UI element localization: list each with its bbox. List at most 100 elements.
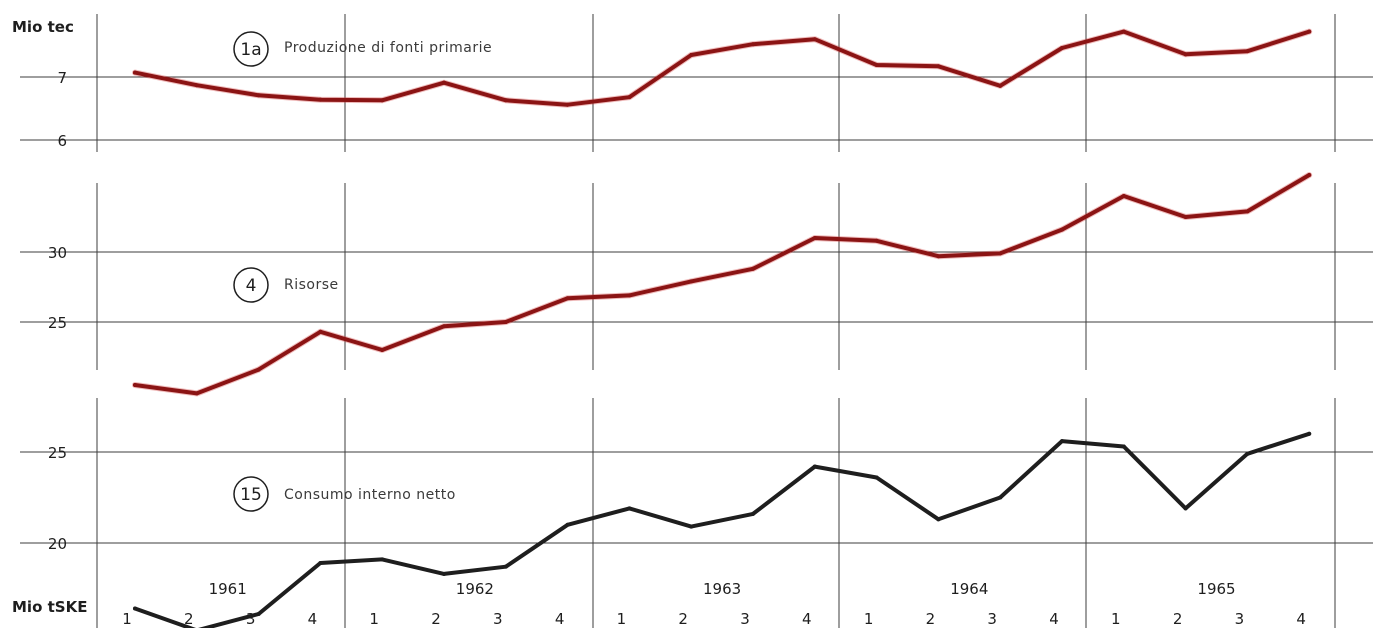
panel-2-point-15 — [1060, 439, 1064, 444]
panel-0-point-15 — [1060, 46, 1064, 51]
year-label-1963: 1963 — [703, 580, 741, 598]
panel-0-point-14 — [998, 83, 1003, 88]
panel-0-point-5 — [442, 80, 446, 85]
quarter-label-19: 4 — [1296, 610, 1306, 628]
panel-0-series-line — [133, 29, 1312, 107]
quarter-label-10: 3 — [740, 610, 750, 628]
panel-2-point-2 — [256, 611, 261, 616]
quarter-label-3: 4 — [308, 610, 318, 628]
panel-2-point-9 — [689, 524, 694, 529]
panel-1-point-15 — [1060, 227, 1064, 232]
panel-1-point-0 — [133, 383, 137, 387]
panel-0-point-18 — [1245, 49, 1250, 54]
panel-0-point-16 — [1121, 29, 1126, 34]
panel-15-label: 15 Consumo interno netto — [233, 476, 455, 512]
panel-2-point-11 — [812, 464, 817, 469]
panel-2-point-12 — [874, 475, 879, 480]
panel-1-point-6 — [503, 320, 508, 324]
quarter-label-2: 3 — [246, 610, 256, 628]
panel-0-point-6 — [503, 98, 508, 103]
panel-0-point-13 — [936, 64, 941, 69]
quarter-label-8: 1 — [617, 610, 627, 628]
panel-2-ytick-1: 20 — [48, 535, 67, 553]
panel-2-point-18 — [1245, 451, 1250, 456]
year-label-1965: 1965 — [1197, 580, 1235, 598]
year-label-1962: 1962 — [456, 580, 494, 598]
panel-0-point-9 — [689, 52, 694, 57]
panel-2-series-line — [133, 431, 1312, 628]
panel-1-point-16 — [1121, 194, 1126, 198]
panel-0-point-7 — [565, 102, 570, 107]
quarter-label-15: 4 — [1049, 610, 1059, 628]
panel-4-badge — [233, 267, 269, 303]
panel-1-point-11 — [812, 236, 817, 240]
panel-1a-badge-text: 1a — [240, 40, 261, 60]
panel-1-point-19 — [1307, 173, 1312, 177]
panel-1-point-4 — [380, 348, 385, 352]
panel-1-series-line — [133, 173, 1312, 396]
panel-1-point-18 — [1245, 209, 1250, 214]
panel-0-point-17 — [1183, 52, 1188, 57]
panel-1-point-9 — [689, 279, 694, 284]
panel-2-point-3 — [318, 561, 323, 566]
quarter-labels: 1 2 3 4 1 2 3 4 1 2 3 4 1 2 3 4 1 2 3 4 — [122, 610, 1306, 628]
panel-2-point-16 — [1121, 444, 1126, 449]
panel-2-point-14 — [998, 495, 1003, 500]
panel-1a-badge — [233, 31, 269, 67]
panel-1-point-12 — [874, 238, 879, 243]
panel-1-point-5 — [442, 324, 446, 329]
panel-1-point-13 — [936, 254, 941, 259]
panel-1a-label: 1a Produzione di fonti primarie — [233, 31, 492, 67]
quarter-label-12: 1 — [864, 610, 874, 628]
panel-4-title: Risorse — [284, 277, 339, 293]
panel-0-point-4 — [380, 98, 385, 103]
panel-2-point-5 — [442, 571, 446, 576]
year-label-1961: 1961 — [209, 580, 247, 598]
year-labels: 1961 1962 1963 1964 1965 — [209, 580, 1236, 598]
quarter-label-9: 2 — [678, 610, 688, 628]
panel-0-point-10 — [751, 42, 755, 47]
panel-1-point-10 — [751, 266, 755, 271]
quarter-label-0: 1 — [122, 610, 132, 628]
panel-0-ytick-0: 7 — [57, 69, 67, 87]
panel-0-point-11 — [812, 37, 817, 42]
panel-1-point-7 — [565, 296, 570, 301]
panel-2-point-8 — [627, 506, 632, 511]
panel-1-point-14 — [998, 251, 1003, 256]
panel-2-point-4 — [380, 557, 385, 562]
panel-2-point-6 — [503, 564, 508, 569]
quarter-label-16: 1 — [1111, 610, 1121, 628]
quarter-label-11: 4 — [802, 610, 812, 628]
panel-0-point-1 — [194, 83, 199, 88]
panel-2-point-13 — [936, 517, 941, 522]
quarter-label-5: 2 — [431, 610, 441, 628]
panel-1-ytick-1: 25 — [48, 314, 67, 332]
panel-1-point-8 — [627, 293, 632, 298]
panel-4-badge-text: 4 — [246, 276, 257, 296]
quarter-label-14: 3 — [987, 610, 997, 628]
panel-2-point-17 — [1183, 506, 1188, 511]
quarter-label-7: 4 — [555, 610, 565, 628]
quarter-label-4: 1 — [369, 610, 379, 628]
panel-2-ytick-0: 25 — [48, 444, 67, 462]
panel-0-point-3 — [318, 97, 323, 102]
panel-1-point-17 — [1183, 215, 1188, 219]
grid-layer: 7 6 30 25 25 20 — [20, 14, 1373, 628]
panel-4-label: 4 Risorse — [233, 267, 339, 303]
panel-0-point-12 — [874, 63, 879, 68]
panel-1a-title: Produzione di fonti primarie — [284, 40, 492, 56]
panel-2-point-10 — [751, 511, 755, 516]
year-label-1964: 1964 — [950, 580, 988, 598]
panel-0-point-8 — [627, 95, 632, 100]
panel-2-point-7 — [565, 522, 570, 527]
panel-1-ytick-0: 30 — [48, 244, 67, 262]
panel-15-badge — [233, 476, 269, 512]
unit-label-top: Mio tec — [12, 18, 74, 36]
panel-1-point-3 — [318, 329, 323, 334]
panel-0-point-2 — [256, 93, 261, 98]
panel-0-point-19 — [1307, 29, 1312, 34]
series-layer — [132, 28, 1313, 628]
panel-2-point-0 — [133, 606, 137, 611]
panel-0-point-0 — [133, 70, 137, 75]
